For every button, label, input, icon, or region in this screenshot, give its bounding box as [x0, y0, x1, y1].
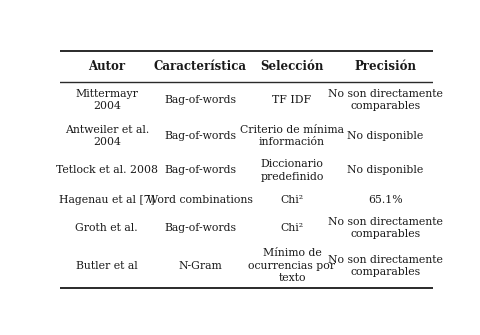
Text: Autor: Autor	[88, 60, 125, 72]
Text: Bag-of-words: Bag-of-words	[164, 223, 235, 233]
Text: Tetlock et al. 2008: Tetlock et al. 2008	[56, 165, 157, 175]
Text: Mínimo de
ocurrencias por
texto: Mínimo de ocurrencias por texto	[248, 248, 335, 283]
Text: Chi²: Chi²	[280, 223, 303, 233]
Text: Criterio de mínima
información: Criterio de mínima información	[240, 125, 343, 147]
Text: Diccionario
predefinido: Diccionario predefinido	[260, 159, 323, 182]
Text: Bag-of-words: Bag-of-words	[164, 165, 235, 175]
Text: Butler et al: Butler et al	[76, 261, 137, 271]
Text: No son directamente
comparables: No son directamente comparables	[327, 89, 442, 111]
Text: No son directamente
comparables: No son directamente comparables	[327, 217, 442, 240]
Text: 65.1%: 65.1%	[367, 195, 402, 205]
Text: Bag-of-words: Bag-of-words	[164, 131, 235, 141]
Text: Característica: Característica	[153, 60, 246, 72]
Text: Bag-of-words: Bag-of-words	[164, 95, 235, 105]
Text: No disponible: No disponible	[347, 165, 422, 175]
Text: Groth et al.: Groth et al.	[75, 223, 138, 233]
Text: Hagenau et al [7]: Hagenau et al [7]	[59, 195, 154, 205]
Text: Mittermayr
2004: Mittermayr 2004	[75, 89, 138, 111]
Text: Precisión: Precisión	[353, 60, 415, 72]
Text: Chi²: Chi²	[280, 195, 303, 205]
Text: TF IDF: TF IDF	[272, 95, 311, 105]
Text: No son directamente
comparables: No son directamente comparables	[327, 255, 442, 277]
Text: Word combinations: Word combinations	[147, 195, 252, 205]
Text: No disponible: No disponible	[347, 131, 422, 141]
Text: Antweiler et al.
2004: Antweiler et al. 2004	[64, 125, 148, 147]
Text: N-Gram: N-Gram	[178, 261, 221, 271]
Text: Selección: Selección	[260, 60, 323, 72]
